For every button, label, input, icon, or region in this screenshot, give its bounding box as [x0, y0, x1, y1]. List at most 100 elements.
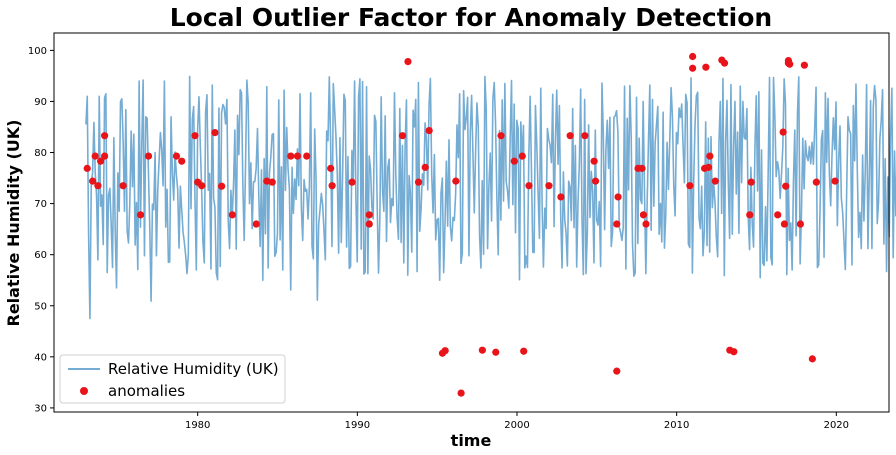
- anomaly-point: [101, 152, 109, 160]
- anomaly-point: [492, 348, 500, 356]
- anomaly-point: [774, 211, 782, 219]
- anomaly-point: [293, 152, 302, 160]
- anomaly-point: [101, 132, 109, 140]
- anomaly-point: [613, 367, 621, 375]
- anomaly-point: [287, 152, 295, 160]
- anomaly-point: [365, 220, 373, 228]
- anomaly-point: [327, 164, 335, 172]
- anomaly-point: [398, 132, 407, 140]
- anomaly-point: [119, 182, 127, 190]
- anomaly-point: [525, 182, 533, 190]
- anomaly-point: [452, 177, 460, 185]
- anomaly-point: [191, 132, 199, 140]
- anomaly-point: [421, 163, 429, 171]
- anomaly-point: [89, 177, 97, 185]
- anomaly-point: [497, 132, 505, 140]
- chart-title: Local Outlier Factor for Anomaly Detecti…: [170, 3, 772, 32]
- anomaly-point: [404, 58, 412, 66]
- plot-frame: [53, 32, 890, 413]
- anomaly-point: [591, 177, 600, 185]
- y-axis: 30 40 50 60 70 80 90 100: [28, 46, 54, 414]
- anomaly-point: [689, 52, 697, 61]
- anomaly-point: [510, 157, 518, 165]
- anomaly-point: [686, 182, 694, 190]
- anomaly-point: [94, 182, 102, 190]
- x-tick-label: 2000: [504, 420, 529, 431]
- x-tick-label: 1980: [185, 420, 210, 431]
- x-axis-label: time: [451, 431, 492, 450]
- y-tick-label: 90: [34, 97, 47, 108]
- anomaly-point: [97, 157, 105, 165]
- anomaly-point: [590, 157, 598, 165]
- x-tick-label: 2010: [664, 420, 689, 431]
- anomaly-point: [144, 152, 153, 160]
- anomaly-point: [638, 164, 646, 172]
- anomaly-point: [198, 182, 206, 190]
- anomaly-point: [178, 157, 186, 165]
- humidity-line: [85, 75, 896, 320]
- anomaly-point: [796, 220, 804, 228]
- anomaly-point: [457, 389, 465, 397]
- anomaly-point: [425, 126, 433, 135]
- anomaly-point: [441, 347, 449, 355]
- anomaly-point: [478, 346, 486, 354]
- anomaly-point: [614, 193, 622, 201]
- y-axis-label: Relative Humidity (UK): [4, 120, 23, 327]
- y-tick-label: 30: [34, 403, 47, 414]
- x-tick-label: 1990: [345, 420, 370, 431]
- anomaly-point: [831, 177, 839, 185]
- y-tick-label: 60: [34, 250, 47, 261]
- anomaly-point: [414, 178, 423, 186]
- anomaly-point: [720, 59, 729, 67]
- anomaly-point: [228, 211, 236, 219]
- anomaly-point: [545, 182, 553, 190]
- anomaly-point: [328, 182, 336, 190]
- anomaly-point: [268, 178, 276, 186]
- anomaly-point: [518, 152, 526, 160]
- anomaly-point: [566, 132, 574, 140]
- legend-box: [59, 354, 286, 404]
- anomaly-point: [642, 220, 650, 228]
- legend-label-anomalies: anomalies: [108, 382, 185, 400]
- anomaly-point: [348, 178, 356, 186]
- anomaly-point: [172, 152, 181, 160]
- anomaly-point: [786, 60, 794, 68]
- anomaly-point: [800, 61, 808, 69]
- y-tick-label: 70: [34, 199, 47, 210]
- anomaly-point: [83, 164, 91, 172]
- anomaly-point: [730, 348, 738, 356]
- y-tick-label: 40: [34, 352, 47, 363]
- anomaly-point: [704, 163, 713, 171]
- anomaly-point: [702, 63, 710, 71]
- anomaly-point: [218, 182, 226, 190]
- anomaly-point: [747, 178, 755, 186]
- legend-dot-swatch: [80, 387, 88, 395]
- humidity-series: [85, 75, 896, 320]
- anomaly-point: [581, 132, 589, 140]
- anomaly-point: [779, 128, 787, 136]
- anomaly-point: [780, 220, 789, 228]
- anomaly-point: [808, 355, 816, 363]
- anomaly-point: [136, 211, 145, 219]
- anomaly-point: [263, 177, 271, 185]
- anomaly-point: [520, 347, 528, 355]
- anomaly-point: [639, 211, 648, 219]
- anomaly-point: [812, 178, 820, 186]
- anomaly-point: [252, 220, 260, 228]
- anomaly-point: [91, 152, 99, 160]
- anomaly-point: [706, 152, 714, 160]
- x-tick-label: 2020: [824, 420, 849, 431]
- anomaly-point: [211, 129, 219, 137]
- y-tick-label: 50: [34, 301, 47, 312]
- x-axis: 1980 1990 2000 2010 2020: [185, 412, 849, 431]
- anomaly-series: [83, 52, 839, 397]
- anomaly-point: [689, 64, 697, 72]
- y-tick-label: 100: [28, 46, 47, 57]
- legend: Relative Humidity (UK) anomalies: [59, 354, 286, 404]
- anomaly-point: [557, 193, 565, 201]
- anomaly-point: [303, 152, 311, 160]
- legend-label-humidity: Relative Humidity (UK): [108, 360, 279, 378]
- anomaly-point: [365, 211, 373, 219]
- anomaly-point: [782, 182, 790, 190]
